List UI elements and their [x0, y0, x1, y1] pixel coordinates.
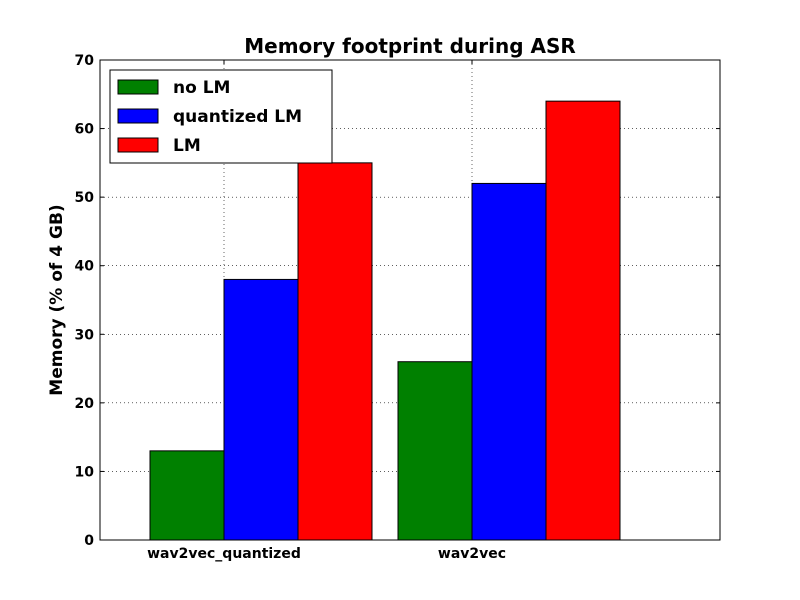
legend-label: quantized LM	[173, 107, 302, 127]
y-tick-label: 30	[75, 327, 95, 343]
y-tick-label: 20	[75, 396, 95, 412]
y-tick-label: 10	[75, 464, 95, 480]
legend: no LM quantized LM LM	[109, 69, 333, 164]
y-tick-label: 60	[75, 122, 95, 138]
bars	[149, 100, 621, 541]
bar	[149, 450, 225, 541]
bar	[223, 278, 299, 541]
bar	[397, 361, 473, 541]
legend-swatch	[117, 137, 159, 153]
bar	[545, 100, 621, 541]
y-axis-label: Memory (% of 4 GB)	[47, 204, 67, 395]
chart-title: Memory footprint during ASR	[244, 34, 576, 58]
x-ticks: wav2vec_quantized wav2vec	[147, 60, 506, 562]
legend-swatch	[117, 108, 159, 124]
y-tick-label: 40	[75, 259, 95, 275]
legend-label: no LM	[173, 78, 230, 98]
plot-frame	[99, 59, 721, 541]
x-tick-label: wav2vec	[438, 546, 506, 562]
y-tick-label: 70	[75, 53, 95, 69]
legend-swatch	[117, 79, 159, 95]
y-tick-label: 50	[75, 190, 95, 206]
y-ticks: 0 10 20 30 40 50 60 70	[75, 53, 720, 549]
bar	[297, 162, 373, 541]
y-tick-label: 0	[84, 533, 94, 549]
bar	[471, 182, 547, 541]
x-tick-label: wav2vec_quantized	[147, 546, 301, 562]
legend-label: LM	[173, 136, 201, 156]
